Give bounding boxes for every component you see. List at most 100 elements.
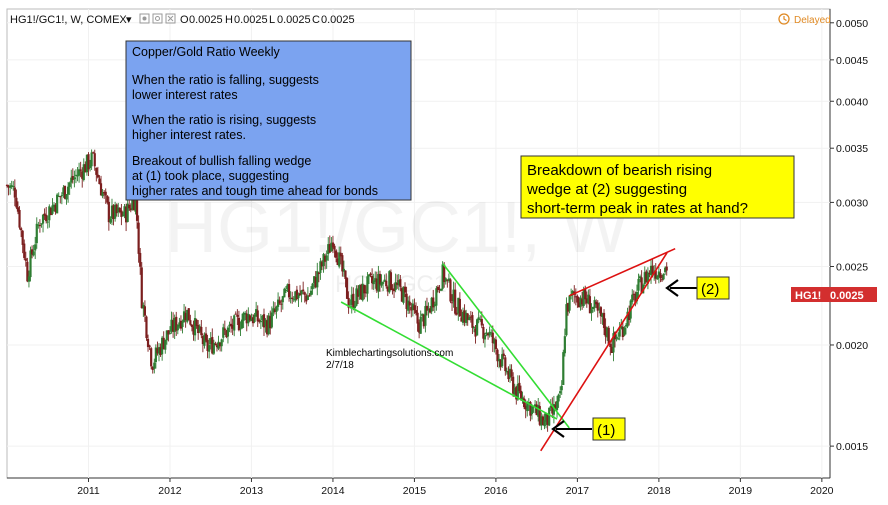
callout-line: Breakdown of bearish rising bbox=[527, 162, 712, 179]
note-line: Copper/Gold Ratio Weekly bbox=[132, 45, 281, 59]
candle-down bbox=[454, 289, 457, 314]
candle-down bbox=[396, 283, 399, 285]
ohlc-open-value: 0.0025 bbox=[189, 14, 223, 26]
candle-up bbox=[662, 273, 665, 280]
candle-up bbox=[457, 297, 460, 314]
y-tick-label: 0.0020 bbox=[836, 340, 868, 352]
candle-down bbox=[201, 336, 204, 345]
candle-down bbox=[416, 312, 419, 324]
candle-down bbox=[135, 193, 139, 221]
candle-down bbox=[148, 345, 151, 347]
candle-up bbox=[126, 203, 129, 222]
candle-up bbox=[497, 358, 501, 362]
candle-down bbox=[331, 242, 335, 248]
candle-down bbox=[18, 209, 21, 228]
red-trendline[interactable] bbox=[568, 247, 676, 297]
candle-down bbox=[577, 302, 581, 308]
candle-down bbox=[386, 286, 389, 292]
candle-down bbox=[450, 302, 454, 304]
candle-down bbox=[512, 376, 515, 394]
candle-up bbox=[294, 291, 297, 301]
close-icon[interactable] bbox=[165, 13, 176, 24]
candle-up bbox=[233, 315, 236, 331]
candle-up bbox=[176, 325, 179, 331]
candle-down bbox=[654, 270, 657, 279]
candle-down bbox=[486, 333, 490, 336]
candle-down bbox=[621, 326, 624, 337]
candle-up bbox=[153, 362, 156, 369]
candle-up bbox=[533, 404, 537, 407]
candle-down bbox=[491, 332, 494, 344]
candle-up bbox=[388, 271, 391, 293]
gear-icon[interactable] bbox=[152, 13, 163, 24]
candle-down bbox=[375, 278, 378, 291]
candle-up bbox=[82, 164, 85, 181]
candle-up bbox=[88, 165, 92, 168]
candle-up bbox=[593, 300, 596, 308]
candle-up bbox=[182, 311, 186, 322]
candle-down bbox=[360, 284, 363, 300]
candle-up bbox=[490, 332, 493, 334]
candle-down bbox=[15, 197, 18, 208]
candle-down bbox=[324, 255, 327, 262]
candle-up bbox=[226, 327, 230, 337]
candle-down bbox=[234, 313, 237, 315]
candle-up bbox=[73, 177, 76, 180]
candle-up bbox=[70, 177, 73, 183]
candle-down bbox=[504, 357, 507, 372]
green-trendline[interactable] bbox=[340, 301, 558, 420]
candle-down bbox=[99, 183, 103, 196]
red-trendline[interactable] bbox=[540, 252, 668, 452]
candle-down bbox=[197, 325, 200, 334]
y-tick-label: 0.0050 bbox=[836, 18, 868, 30]
candle-down bbox=[192, 326, 195, 335]
candle-down bbox=[529, 401, 532, 416]
candle-down bbox=[156, 348, 159, 354]
candle-up bbox=[601, 313, 604, 317]
candle-up bbox=[154, 347, 157, 363]
candle-up bbox=[41, 214, 45, 224]
ohlc-low-value: 0.0025 bbox=[277, 14, 311, 26]
candle-down bbox=[659, 273, 662, 279]
candle-down bbox=[585, 298, 588, 304]
candle-up bbox=[402, 287, 405, 303]
candle-up bbox=[557, 394, 560, 402]
candle-up bbox=[342, 268, 346, 272]
candle-up bbox=[562, 352, 565, 386]
candle-up bbox=[521, 397, 524, 401]
candle-down bbox=[107, 201, 110, 223]
candle-down bbox=[93, 153, 96, 167]
green-trendline[interactable] bbox=[442, 263, 570, 429]
candle-up bbox=[51, 205, 54, 214]
candle-up bbox=[435, 288, 438, 306]
candle-up bbox=[117, 207, 120, 213]
arrow-left-icon bbox=[665, 279, 679, 297]
chevron-down-icon[interactable]: ▾ bbox=[126, 14, 132, 26]
candle-up bbox=[60, 195, 63, 197]
candle-up bbox=[472, 327, 476, 329]
price-axis[interactable]: 0.0050 0.0045 0.0040 0.0035 0.0030 0.0025 0.00… bbox=[830, 18, 868, 453]
candle-up bbox=[37, 224, 40, 226]
candle-down bbox=[20, 228, 23, 231]
candle-up bbox=[67, 186, 70, 195]
symbol-title[interactable]: HG1!/GC1!, W, COMEX bbox=[10, 14, 127, 26]
candle-up bbox=[32, 251, 35, 256]
candle-up bbox=[626, 311, 629, 327]
note-line: When the ratio is rising, suggests bbox=[132, 113, 316, 127]
candle-up bbox=[441, 264, 444, 289]
candle-down bbox=[496, 349, 499, 362]
eye-icon[interactable] bbox=[139, 13, 150, 24]
candle-up bbox=[313, 276, 316, 284]
candle-up bbox=[591, 306, 595, 310]
candle-down bbox=[21, 230, 24, 245]
candle-up bbox=[590, 309, 593, 314]
candle-up bbox=[29, 250, 32, 278]
credit-date: 2/7/18 bbox=[326, 360, 354, 371]
candle-up bbox=[631, 294, 634, 303]
candle-down bbox=[518, 382, 521, 391]
candle-up bbox=[468, 317, 471, 321]
candle-up bbox=[618, 329, 621, 337]
candle-down bbox=[460, 317, 463, 322]
time-axis[interactable]: 2011 2012 2013 2014 2015 2016 2017 2018 2019 2020 bbox=[77, 478, 834, 497]
